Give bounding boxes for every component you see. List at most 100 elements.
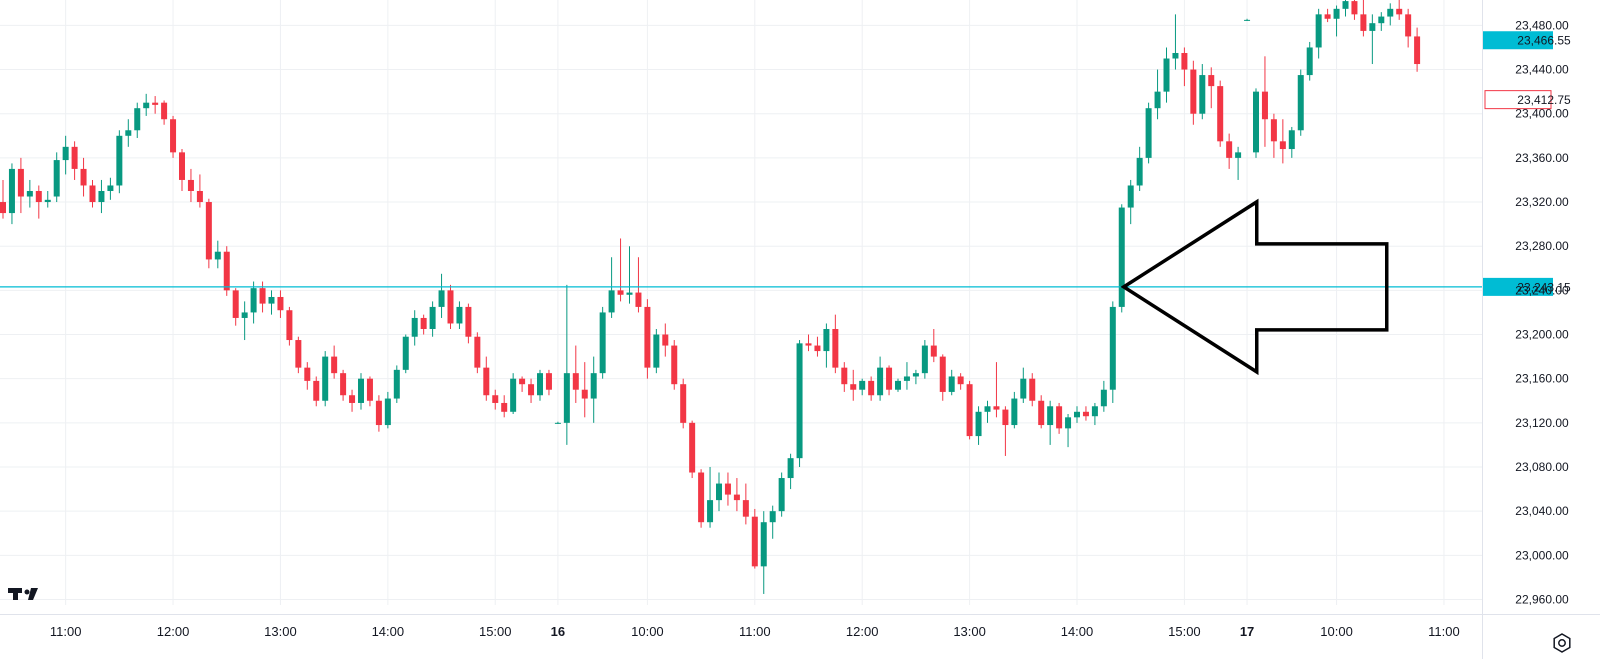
candle-body [626, 292, 633, 295]
candle-body [89, 185, 96, 203]
candle-body [510, 378, 517, 412]
candle [1029, 373, 1036, 407]
candle [993, 362, 1000, 418]
candle-body [707, 500, 714, 523]
candle-body [295, 340, 302, 368]
candle [707, 466, 714, 528]
candle-body [205, 202, 212, 260]
candle [635, 257, 642, 313]
candle [903, 362, 910, 390]
candle [0, 179, 6, 219]
candle-body [1306, 47, 1313, 76]
candle [528, 378, 535, 403]
candle-body [751, 516, 758, 567]
candle-body [429, 306, 436, 329]
candle-body [1020, 378, 1027, 399]
candle [1091, 402, 1098, 426]
candle [322, 351, 329, 407]
candle-body [662, 334, 669, 346]
candle-body [895, 380, 901, 390]
candle-body [1414, 36, 1421, 65]
candle-body [1324, 14, 1331, 19]
candle [1199, 64, 1206, 120]
candle [948, 369, 955, 396]
candle-body [644, 306, 651, 368]
candle [107, 177, 114, 200]
candle-body [304, 367, 311, 381]
candle [161, 100, 168, 125]
candle-body [26, 190, 33, 197]
x-tick-label: 11:00 [50, 624, 82, 639]
candle [438, 273, 445, 318]
candle [1396, 0, 1403, 20]
candle-body [411, 317, 418, 337]
candle-body [939, 356, 946, 392]
candle [187, 168, 194, 203]
candle-body [689, 422, 696, 473]
candle [429, 301, 436, 337]
candle-body [572, 373, 579, 390]
candle [1047, 400, 1054, 445]
settings-gear-icon[interactable] [1552, 633, 1572, 653]
y-tick-label: 23,400.00 [1515, 107, 1569, 121]
candle-body [223, 251, 230, 291]
candle-body [1270, 119, 1277, 142]
candle-body [1315, 14, 1322, 48]
candle [492, 389, 499, 410]
y-tick-label: 23,280.00 [1515, 239, 1569, 253]
candle [590, 356, 597, 423]
candle-body [375, 400, 382, 426]
candle [223, 246, 230, 296]
candle [1011, 391, 1018, 429]
candle-body [340, 373, 347, 396]
candle-body [1253, 91, 1259, 153]
candle-body [519, 378, 526, 385]
candle-body [993, 406, 1000, 410]
candle-body [196, 190, 203, 203]
candle-body [1091, 406, 1098, 417]
candle-body [250, 288, 257, 313]
candle [1405, 8, 1412, 48]
candle-body [796, 343, 803, 459]
candle [411, 310, 418, 346]
candle-body [1333, 8, 1340, 19]
candle-body [349, 395, 356, 403]
candle-body [1065, 417, 1072, 429]
grid [0, 0, 1482, 605]
candle [1279, 119, 1286, 164]
candle-body [1208, 75, 1215, 87]
candle [519, 376, 526, 392]
candle-body [322, 356, 329, 401]
candle [232, 288, 239, 326]
candle-body [277, 296, 284, 311]
candle [179, 149, 185, 191]
candle-body [671, 345, 678, 385]
candle-body [0, 202, 6, 214]
candle [769, 505, 776, 539]
candle [214, 240, 221, 269]
candle [689, 420, 696, 479]
candle-body [1038, 400, 1045, 426]
candle [841, 362, 848, 392]
candle-body [492, 395, 499, 403]
candle [1038, 395, 1045, 429]
candle-body [805, 343, 812, 346]
candle [671, 340, 678, 390]
candle [366, 376, 373, 407]
candle-body [903, 376, 910, 381]
candle-body [832, 328, 839, 368]
candle [617, 238, 624, 302]
candle [1315, 8, 1322, 59]
price-line: 23,243.15 [0, 277, 1571, 296]
x-tick-label: 15:00 [1168, 624, 1201, 639]
candle-body [71, 146, 78, 169]
y-tick-label: 23,360.00 [1515, 151, 1569, 165]
candle-body [1405, 14, 1412, 37]
candle-body [1172, 52, 1179, 59]
price-label: 23,412.75 [1517, 93, 1571, 107]
candle [563, 284, 570, 445]
candle-body [125, 130, 132, 136]
candle [868, 376, 875, 401]
